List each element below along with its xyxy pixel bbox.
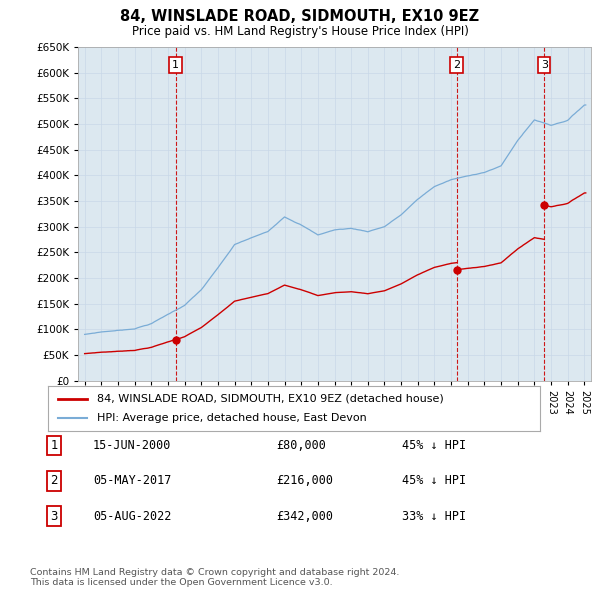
Text: 33% ↓ HPI: 33% ↓ HPI	[402, 510, 466, 523]
Text: 3: 3	[541, 60, 548, 70]
Text: 3: 3	[50, 510, 58, 523]
Text: £216,000: £216,000	[276, 474, 333, 487]
Text: 84, WINSLADE ROAD, SIDMOUTH, EX10 9EZ (detached house): 84, WINSLADE ROAD, SIDMOUTH, EX10 9EZ (d…	[97, 394, 444, 404]
Text: 05-MAY-2017: 05-MAY-2017	[93, 474, 172, 487]
Text: Price paid vs. HM Land Registry's House Price Index (HPI): Price paid vs. HM Land Registry's House …	[131, 25, 469, 38]
Text: 1: 1	[50, 439, 58, 452]
Text: 84, WINSLADE ROAD, SIDMOUTH, EX10 9EZ: 84, WINSLADE ROAD, SIDMOUTH, EX10 9EZ	[121, 9, 479, 24]
Text: 05-AUG-2022: 05-AUG-2022	[93, 510, 172, 523]
Text: 45% ↓ HPI: 45% ↓ HPI	[402, 439, 466, 452]
Text: 45% ↓ HPI: 45% ↓ HPI	[402, 474, 466, 487]
Text: 2: 2	[50, 474, 58, 487]
Text: 1: 1	[172, 60, 179, 70]
Text: 2: 2	[453, 60, 460, 70]
Text: 15-JUN-2000: 15-JUN-2000	[93, 439, 172, 452]
Text: £80,000: £80,000	[276, 439, 326, 452]
Text: £342,000: £342,000	[276, 510, 333, 523]
Text: HPI: Average price, detached house, East Devon: HPI: Average price, detached house, East…	[97, 414, 367, 423]
Text: Contains HM Land Registry data © Crown copyright and database right 2024.
This d: Contains HM Land Registry data © Crown c…	[30, 568, 400, 587]
